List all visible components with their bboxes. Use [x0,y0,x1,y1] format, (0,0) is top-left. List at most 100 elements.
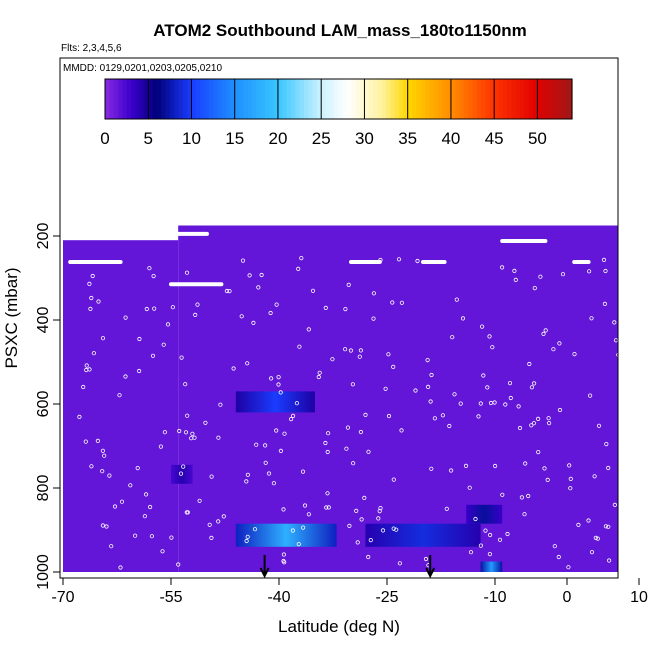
sample-point [552,544,557,549]
colorbar-segment [403,79,409,119]
sample-point [624,443,627,446]
sample-point [572,351,577,357]
sample-point [87,367,92,372]
colorbar-segment [489,79,495,119]
sample-point [348,348,353,353]
sample-point [178,471,184,476]
colorbar-segment [174,79,180,119]
colorbar-segment [109,79,115,119]
sample-point [638,333,641,336]
colorbar-segment [113,79,119,119]
sample-point [450,335,455,340]
sample-point [274,302,279,307]
colorbar-segment [260,79,266,119]
sample-point [636,459,639,462]
sample-point [325,449,330,455]
sample-point [323,305,328,310]
sample-point [638,300,641,303]
colorbar-segment [563,79,569,119]
colorbar-segment [390,79,396,119]
sample-point [425,357,430,363]
sample-point [532,285,537,291]
plot-frame [59,57,619,579]
colorbar-segment [277,79,283,119]
colorbar-tick-label: 0 [100,129,109,148]
sample-point [344,446,349,451]
sample-point [342,347,348,352]
colorbar-segment [463,79,469,119]
colorbar-tick-label: 45 [485,129,504,148]
sample-point [640,508,643,511]
sample-point [216,519,221,524]
sample-point [350,382,355,387]
sample-point [512,268,517,273]
colorbar-segment [139,79,145,119]
colorbar-tick-label: 40 [441,129,460,148]
sample-point [391,477,396,482]
sample-point [221,514,226,519]
sample-point [91,351,97,356]
sample-point [161,342,166,347]
colorbar-segment [520,79,526,119]
sample-point [256,285,261,290]
sample-point [479,324,485,329]
sample-point [376,516,381,521]
colorbar-segment [165,79,171,119]
sample-point [259,272,264,278]
sample-point [622,267,625,270]
sample-point [366,449,371,454]
sample-point [639,330,642,333]
sample-point [218,402,223,407]
sample-point [282,431,287,436]
sample-point [557,407,563,413]
sample-point [296,266,301,271]
sample-point [639,355,642,358]
colorbar-segment [282,79,288,119]
sample-point [179,355,184,360]
y-tick-label: 1000 [35,554,52,590]
colorbar-segment [420,79,426,119]
colorbar-segment [126,79,132,119]
sample-point [543,328,548,333]
sample-point [84,363,89,368]
x-tick-label: -70 [51,589,74,606]
sample-point [645,376,648,379]
sample-point [350,461,356,466]
sample-point [432,416,437,421]
sample-point [586,269,592,274]
sample-point [487,532,493,538]
arrow-markers [259,555,436,579]
sample-point [137,336,142,342]
sample-point [568,486,573,491]
sample-point [343,306,348,312]
sample-point [245,472,250,477]
sample-point [148,504,153,510]
sample-point [527,361,532,367]
heatmap-layer [63,225,618,572]
sample-point [251,320,256,325]
sample-point [637,397,640,400]
sample-point [123,315,128,320]
sample-point [592,474,597,479]
sample-point [104,524,109,529]
sample-point [448,468,454,473]
colorbar-segment [515,79,521,119]
sample-point [476,414,481,419]
sample-point [290,413,296,418]
arrow-marker-head [425,567,436,579]
x-tick-label: -55 [159,589,182,606]
sample-point [536,449,541,455]
sample-point [100,523,106,528]
sample-point [306,327,311,332]
sample-point [640,480,643,483]
sample-point [144,492,149,497]
sample-point [325,431,331,436]
colorbar-segment [459,79,465,119]
colorbar-segment [507,79,513,119]
sample-point [183,382,188,387]
sample-point [566,565,571,570]
colorbar-segment [273,79,279,119]
sample-point [603,268,608,274]
colorbar-segment [416,79,422,119]
colorbar-segment [161,79,167,119]
